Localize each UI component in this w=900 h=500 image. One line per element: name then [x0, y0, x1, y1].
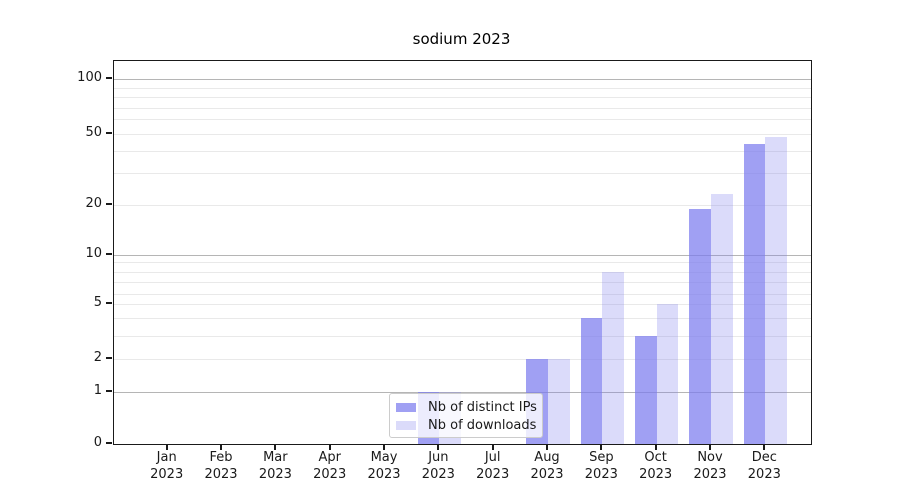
x-tick-label: Jul 2023: [476, 450, 510, 482]
minor-gridline: [114, 205, 811, 206]
x-tick-label: Jan 2023: [150, 450, 184, 482]
x-tick-label: Sep 2023: [584, 450, 618, 482]
x-tick-label: Mar 2023: [258, 450, 292, 482]
x-tick-label: Apr 2023: [313, 450, 347, 482]
minor-gridline: [114, 107, 811, 109]
minor-gridline: [114, 282, 811, 283]
legend-entry: Nb of distinct IPs: [396, 398, 542, 416]
x-tick-mark: [220, 444, 223, 450]
minor-gridline: [114, 173, 811, 174]
minor-gridline: [114, 262, 811, 263]
chart-title: sodium 2023: [412, 30, 511, 48]
bar-dec-ips: [743, 143, 766, 444]
y-tick-mark: [106, 302, 112, 304]
major-gridline: [114, 79, 811, 81]
y-tick-mark: [106, 389, 112, 392]
x-tick-mark: [328, 444, 331, 450]
x-tick-label: Dec 2023: [747, 450, 781, 482]
x-tick-mark: [165, 444, 168, 450]
plot-area: [113, 60, 812, 445]
major-gridline: [114, 255, 811, 256]
legend-swatch-ips: [396, 402, 416, 412]
minor-gridline: [114, 304, 811, 305]
y-tick-mark: [106, 356, 112, 359]
bar-nov-ips: [689, 208, 711, 444]
minor-gridline: [114, 151, 811, 152]
x-tick-mark: [491, 444, 494, 450]
x-tick-mark: [437, 444, 440, 450]
bar-nov-downloads: [711, 193, 733, 444]
x-tick-label: Nov 2023: [693, 450, 727, 482]
y-tick-label: 50: [85, 125, 102, 140]
x-tick-mark: [763, 444, 766, 450]
y-tick-mark: [106, 253, 112, 255]
legend-label: Nb of distinct IPs: [428, 399, 537, 415]
minor-gridline: [114, 134, 811, 135]
y-tick-mark: [106, 203, 112, 205]
y-tick-label: 10: [85, 246, 102, 261]
y-tick-label: 1: [93, 382, 102, 398]
x-tick-label: Oct 2023: [639, 450, 673, 482]
major-gridline: [114, 391, 811, 393]
x-tick-label: May 2023: [367, 450, 401, 482]
x-tick-mark: [600, 444, 603, 450]
minor-gridline: [114, 358, 811, 360]
y-tick-label: 0: [93, 435, 102, 450]
legend-entry: Nb of downloads: [396, 416, 542, 434]
x-tick-mark: [654, 444, 657, 450]
x-tick-mark: [546, 444, 548, 450]
x-tick-mark: [383, 444, 386, 450]
y-tick-label: 100: [77, 70, 102, 86]
bar-oct-ips: [634, 336, 657, 444]
x-tick-label: Jun 2023: [421, 450, 455, 482]
minor-gridline: [114, 97, 811, 98]
minor-gridline: [114, 118, 811, 120]
minor-gridline: [114, 87, 811, 89]
minor-gridline: [114, 317, 811, 319]
x-tick-mark: [709, 444, 711, 450]
y-tick-mark: [106, 77, 112, 80]
legend: Nb of distinct IPs Nb of downloads: [389, 393, 543, 438]
bar-sep-downloads: [602, 271, 625, 444]
y-tick-label: 20: [85, 196, 102, 211]
minor-gridline: [114, 293, 811, 295]
y-tick-mark: [106, 442, 112, 444]
y-tick-mark: [106, 132, 112, 134]
bar-oct-downloads: [656, 304, 679, 444]
bar-sep-ips: [580, 317, 603, 444]
y-tick-label: 2: [93, 349, 102, 365]
minor-gridline: [114, 336, 811, 337]
x-tick-label: Feb 2023: [204, 450, 238, 482]
legend-label: Nb of downloads: [428, 417, 537, 433]
x-tick-mark: [274, 444, 277, 450]
bar-dec-downloads: [765, 137, 788, 444]
y-tick-label: 5: [93, 295, 102, 310]
bar-aug-downloads: [548, 358, 570, 444]
minor-gridline: [114, 271, 811, 273]
legend-swatch-downloads: [396, 420, 416, 430]
x-tick-label: Aug 2023: [530, 450, 564, 482]
